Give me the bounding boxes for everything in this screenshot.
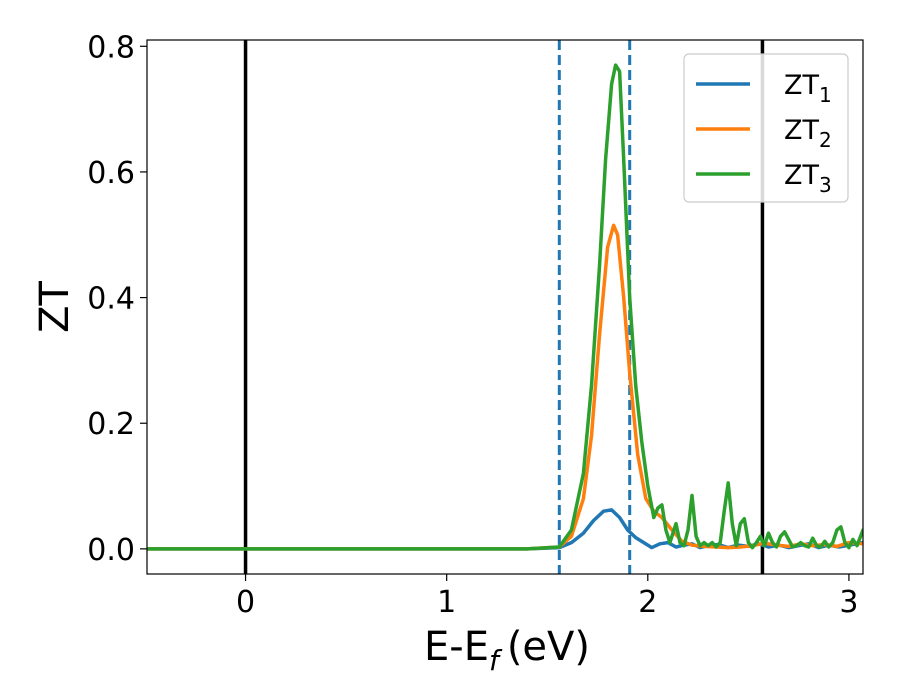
series-line-zt3 [147,63,863,551]
legend-label-sub: 3 [819,173,832,197]
legend-label-main: ZT [784,160,819,191]
legend-label-main: ZT [784,115,819,146]
legend-label-main: ZT [784,70,819,101]
axes: 0 1 2 3 0.0 0.2 0.4 0.6 0.8 [87,30,864,620]
series-line-zt2 [147,223,863,551]
legend-label-sub: 2 [819,128,832,152]
legend-label: ZT2 [784,115,832,152]
legend-label: ZT3 [784,160,832,197]
y-tick-label: 0.4 [87,282,135,317]
legend-label: ZT1 [784,70,832,107]
plot-frame [146,39,864,575]
x-tick-label: 1 [437,585,456,620]
x-tick-label: 2 [638,585,657,620]
y-tick-label: 0.8 [87,30,135,65]
legend-label-sub: 1 [819,83,832,107]
legend-box [683,53,849,203]
x-tick-label: 3 [839,585,858,620]
x-axis-title-sub: f [489,644,503,677]
y-axis-title: ZT [32,281,78,333]
x-axis-title-unit: (eV) [507,624,590,670]
x-axis-title: E-Ef (eV) [424,624,590,677]
y-tick-label: 0.2 [87,407,135,442]
y-tick-label: 0.6 [87,156,135,191]
y-tick-label: 0.0 [87,533,135,568]
x-tick-label: 0 [236,585,255,620]
x-axis-title-main: E-E [424,624,489,670]
